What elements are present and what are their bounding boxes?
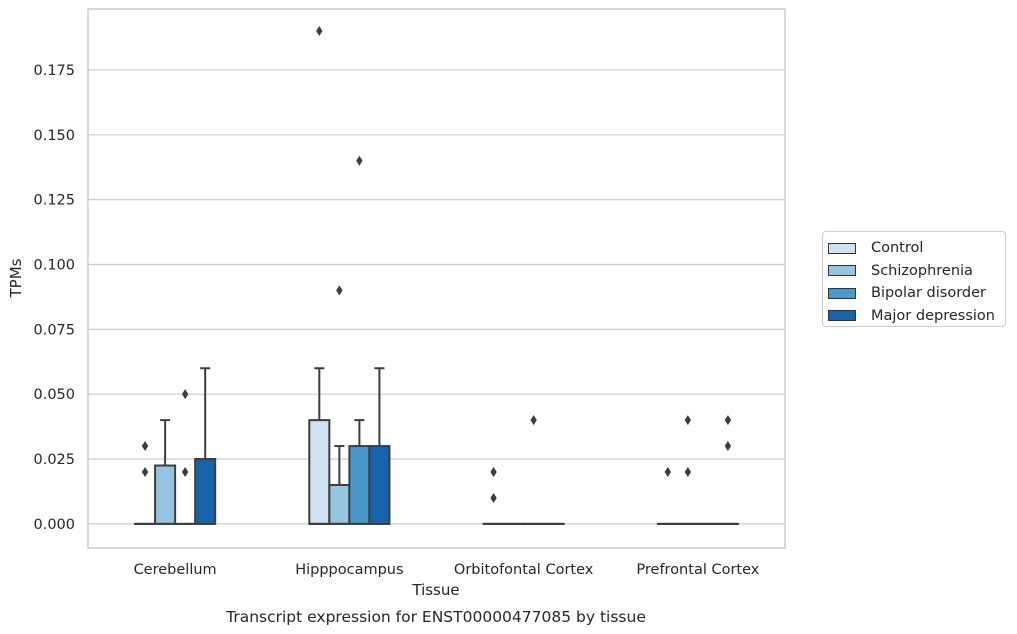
outlier-point (530, 415, 537, 426)
box-control (656, 467, 679, 525)
chart-title: Transcript expression for ENST0000047708… (225, 608, 646, 626)
outlier-point (181, 389, 189, 400)
box-major-depression (368, 367, 391, 525)
outlier-point (490, 467, 497, 478)
box-schizophrenia (676, 415, 699, 525)
x-tick-label: Cerebellum (134, 562, 217, 578)
box-control (134, 441, 157, 525)
y-tick-label: 0.175 (33, 63, 75, 79)
x-tick-labels: Cerebellum Hipppocampus Orbitofontal Corte… (134, 562, 760, 578)
box (154, 464, 177, 525)
y-tick-label: 0.125 (33, 193, 75, 209)
legend-label: Bipolar disorder (871, 285, 986, 302)
legend-item: Control (823, 237, 1005, 260)
y-tick-label: 0.150 (33, 128, 75, 144)
legend-swatch (828, 242, 856, 254)
legend-swatch (828, 287, 856, 299)
legend-swatch (828, 265, 856, 277)
y-tick-label: 0.025 (33, 452, 75, 468)
y-tick-labels: 0.000 0.025 0.050 0.075 0.100 0.125 0.150 0.175 (33, 63, 75, 533)
x-tick-label: Prefrontal Cortex (636, 562, 759, 578)
legend-item: Schizophrenia (823, 260, 1005, 283)
gridlines (88, 69, 785, 525)
outlier-point (356, 155, 363, 166)
box (368, 445, 391, 525)
outlier-point (724, 415, 732, 426)
x-axis-label: Tissue (411, 581, 459, 599)
box-major-depression (194, 367, 217, 525)
box-major-depression (716, 415, 739, 525)
box (328, 483, 351, 525)
box-schizophrenia (328, 285, 351, 525)
outlier-point (664, 467, 672, 478)
box (194, 458, 217, 525)
x-tick-label: Hipppocampus (295, 562, 403, 578)
legend: Control Schizophrenia Bipolar disorder Majo… (822, 231, 1006, 327)
y-tick-label: 0.075 (33, 322, 75, 338)
box-control (482, 467, 505, 525)
y-tick-label: 0.100 (33, 257, 75, 273)
outlier-point (316, 26, 323, 37)
x-tick-label: Orbitofontal Cortex (454, 562, 594, 578)
outlier-point (490, 492, 497, 503)
plot-frame (87, 8, 786, 549)
legend-label: Schizophrenia (871, 262, 973, 279)
outlier-point (181, 467, 189, 478)
box (348, 445, 371, 525)
y-tick-label: 0.050 (33, 387, 75, 403)
outlier-point (724, 441, 732, 452)
legend-item: Major depression (823, 305, 1005, 328)
box-bipolar-disorder (522, 415, 545, 525)
legend-swatch (828, 310, 856, 322)
outlier-point (141, 441, 149, 452)
box-bipolar-disorder (348, 155, 371, 525)
legend-label: Major depression (871, 307, 995, 324)
box-plots (134, 26, 739, 525)
outlier-point (141, 467, 149, 478)
box-schizophrenia (154, 419, 177, 525)
box-bipolar-disorder (174, 389, 197, 525)
box-control (308, 26, 331, 525)
outlier-point (336, 285, 343, 296)
box (308, 419, 331, 525)
y-tick-label: 0.000 (33, 517, 75, 533)
legend-label: Control (871, 240, 924, 257)
legend-item: Bipolar disorder (823, 282, 1005, 305)
outlier-point (684, 415, 692, 426)
y-axis-label: TPMs (7, 258, 25, 298)
outlier-point (684, 467, 692, 478)
